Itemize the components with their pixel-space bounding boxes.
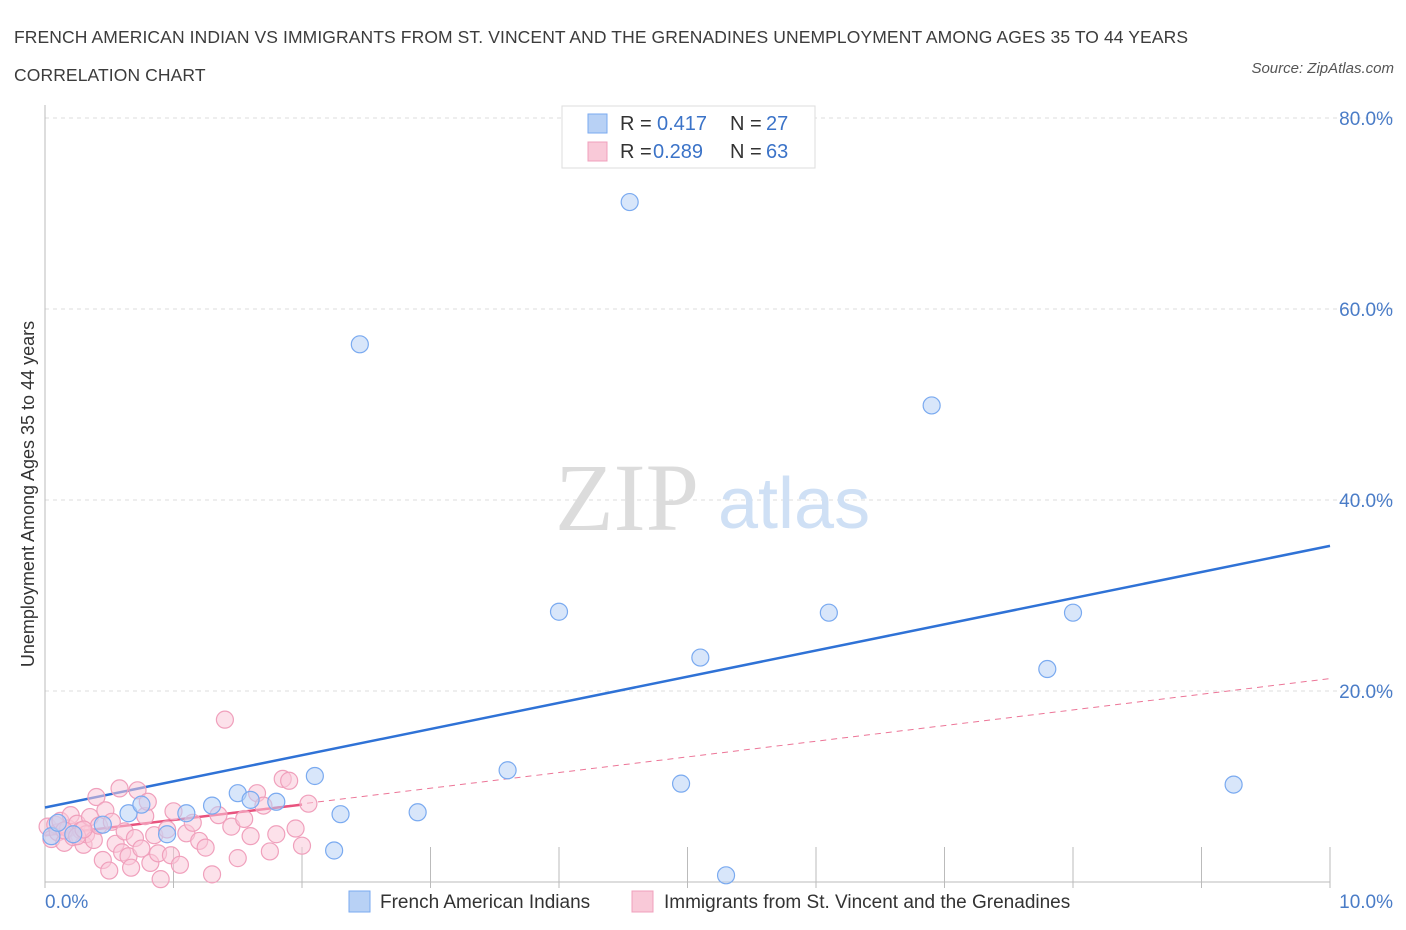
y-tick-label-60: 60.0% (1339, 300, 1393, 321)
trend-line-blue (44, 544, 1331, 809)
point-pink-15 (87, 787, 106, 807)
legend-r-label-pink: R = (620, 141, 652, 163)
grid-lines (45, 117, 1393, 692)
series-legend-swatch-pink (631, 890, 654, 913)
chart-title: FRENCH AMERICAN INDIAN VS IMMIGRANTS FRO… (14, 27, 1189, 85)
point-blue-1 (48, 813, 67, 832)
point-blue-26 (1063, 603, 1083, 622)
point-blue-4 (119, 804, 138, 823)
point-blue-22 (716, 866, 736, 885)
point-pink-59 (299, 794, 318, 813)
y-tick-label-40: 40.0% (1339, 491, 1393, 512)
point-blue-23 (819, 603, 838, 622)
point-blue-8 (202, 796, 222, 815)
legend-swatch-blue (587, 113, 608, 134)
point-blue-6 (157, 825, 177, 844)
point-pink-53 (260, 842, 279, 861)
point-blue-12 (305, 766, 324, 786)
point-pink-19 (100, 861, 119, 880)
watermark-zip: ZIP (555, 444, 699, 551)
series-legend-swatch-blue (348, 890, 371, 913)
point-pink-57 (286, 819, 305, 838)
point-pink-39 (170, 855, 190, 874)
point-blue-25 (1038, 659, 1057, 679)
point-blue-17 (498, 761, 517, 780)
point-pink-26 (121, 858, 141, 877)
trend-line-pink-dashed (44, 678, 1331, 836)
point-pink-54 (267, 825, 286, 844)
legend-n-label-blue: N = (730, 113, 762, 135)
point-pink-50 (241, 827, 260, 846)
point-blue-21 (691, 648, 710, 667)
point-pink-35 (151, 870, 170, 889)
point-pink-49 (235, 809, 254, 829)
point-pink-58 (292, 836, 312, 855)
point-blue-27 (1224, 775, 1243, 794)
point-blue-14 (331, 805, 350, 824)
point-pink-22 (110, 779, 129, 798)
tick-labels: 20.0% 40.0% 60.0% 80.0% 0.0% 10.0% (45, 109, 1393, 913)
point-blue-13 (325, 841, 344, 860)
point-blue-16 (408, 803, 427, 822)
watermark-atlas: atlas (718, 464, 870, 544)
x-tick-label-1: 10.0% (1339, 892, 1393, 913)
legend-n-label-pink: N = (730, 141, 762, 163)
point-blue-24 (922, 396, 941, 415)
y-tick-label-20: 20.0% (1339, 682, 1393, 703)
series-legend: French American Indians Immigrants from … (348, 890, 1070, 913)
point-pink-56 (280, 771, 299, 790)
point-blue-10 (241, 790, 260, 809)
series-legend-label-blue: French American Indians (380, 892, 590, 913)
point-blue-3 (93, 815, 112, 834)
legend-r-value-blue: 0.417 (657, 113, 707, 135)
point-pink-29 (132, 839, 151, 858)
zipatlas-watermark: ZIP atlas (555, 444, 870, 551)
x-tick-label-0: 0.0% (45, 892, 88, 913)
point-blue-11 (267, 792, 286, 811)
legend-n-value-pink: 63 (766, 141, 788, 163)
point-blue-18 (549, 602, 569, 621)
point-blue-5 (132, 795, 151, 814)
legend-r-value-pink: 0.289 (653, 141, 703, 163)
series-legend-label-pink: Immigrants from St. Vincent and the Gren… (664, 892, 1070, 913)
point-pink-48 (228, 849, 247, 868)
source-note: Source: ZipAtlas.com (1251, 60, 1394, 77)
y-axis-label: Unemployment Among Ages 35 to 44 years (18, 321, 38, 667)
legend-r-label-blue: R = (620, 113, 652, 135)
point-pink-46 (215, 710, 234, 729)
point-pink-44 (202, 865, 222, 884)
data-points (38, 192, 1243, 889)
point-blue-15 (350, 335, 369, 354)
point-blue-2 (64, 825, 83, 844)
stats-legend: R = 0.417 N = 27 R = 0.289 N = 63 (561, 105, 816, 169)
point-blue-20 (671, 774, 691, 793)
point-blue-7 (177, 804, 196, 823)
legend-n-value-blue: 27 (766, 113, 788, 135)
y-tick-label-80: 80.0% (1339, 109, 1393, 130)
point-pink-43 (196, 838, 215, 857)
point-blue-19 (620, 192, 639, 212)
legend-swatch-pink (587, 141, 608, 162)
